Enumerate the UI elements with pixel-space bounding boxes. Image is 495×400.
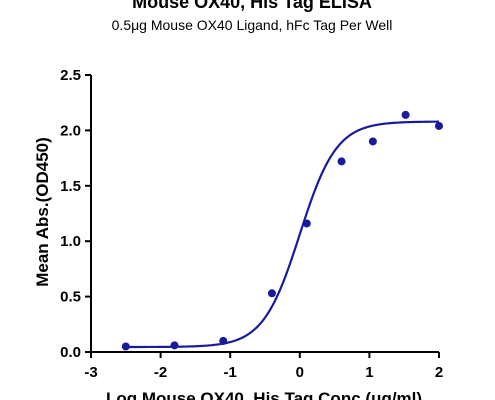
x-tick-label: -2 xyxy=(154,364,167,381)
data-point xyxy=(170,341,179,350)
data-points xyxy=(121,110,443,351)
data-point xyxy=(267,289,276,298)
data-point xyxy=(401,110,410,119)
chart-subtitle: 0.5μg Mouse OX40 Ligand, hFc Tag Per Wel… xyxy=(112,17,393,33)
y-tick-label: 0.5 xyxy=(60,289,81,306)
data-point xyxy=(302,219,311,228)
data-point xyxy=(435,121,443,130)
y-axis-ticks: 0.0 0.5 1.0 1.5 2.0 2.5 xyxy=(60,67,91,361)
y-tick-label: 0.0 xyxy=(60,344,81,361)
y-tick-label: 1.0 xyxy=(60,233,81,250)
x-tick-label: 2 xyxy=(435,364,443,381)
x-axis-ticks: -3 -2 -1 0 1 2 xyxy=(84,352,443,381)
x-tick-label: 0 xyxy=(296,364,304,381)
x-tick-label: 1 xyxy=(365,364,373,381)
axes xyxy=(90,75,439,353)
y-tick-label: 2.0 xyxy=(60,122,81,139)
y-axis-label: Mean Abs.(OD450) xyxy=(33,137,52,287)
fit-curve xyxy=(125,120,440,349)
x-tick-label: -3 xyxy=(84,364,97,381)
y-tick-label: 2.5 xyxy=(60,67,81,84)
data-point xyxy=(337,157,346,166)
x-tick-label: -1 xyxy=(224,364,237,381)
data-point xyxy=(219,336,228,345)
data-point xyxy=(121,342,130,351)
data-point xyxy=(368,137,377,146)
x-axis-label: Log Mouse OX40, His Tag Conc.(μg/ml) xyxy=(106,389,422,400)
chart-title: Mouse OX40, His Tag ELISA xyxy=(132,0,372,12)
y-tick-label: 1.5 xyxy=(60,178,81,195)
